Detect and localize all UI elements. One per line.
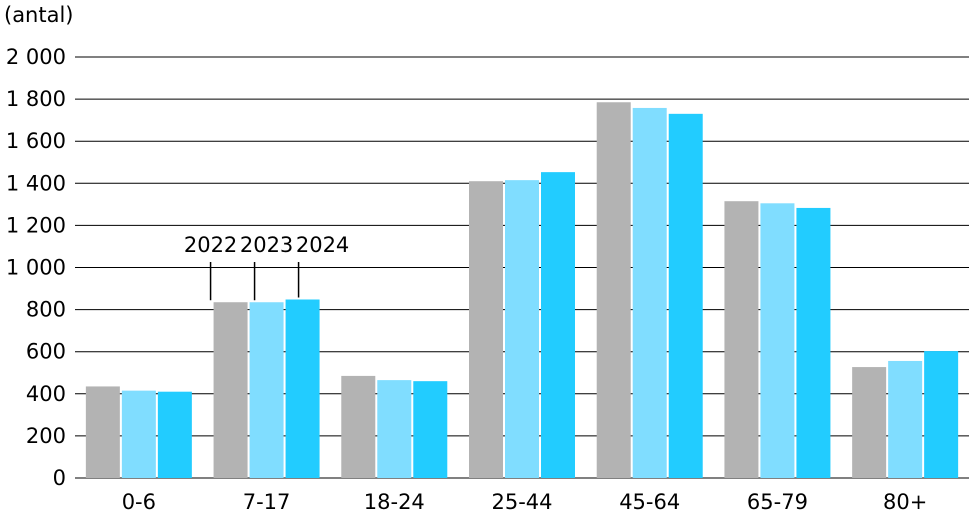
bar bbox=[632, 107, 667, 478]
legend-label: 2022 bbox=[184, 233, 237, 257]
y-tick-label: 200 bbox=[26, 424, 66, 448]
y-axis-label: (antal) bbox=[4, 3, 74, 27]
x-tick-label: 7-17 bbox=[243, 490, 291, 514]
y-tick-label: 400 bbox=[26, 382, 66, 406]
bar bbox=[505, 180, 539, 478]
y-tick-label: 0 bbox=[53, 466, 66, 490]
bar bbox=[596, 102, 631, 478]
bar bbox=[213, 302, 248, 478]
bar bbox=[852, 367, 887, 478]
legend-label: 2023 bbox=[240, 233, 293, 257]
x-tick-label: 65-79 bbox=[747, 490, 808, 514]
bar bbox=[121, 390, 156, 478]
bar bbox=[668, 113, 703, 479]
y-tick-label: 1 600 bbox=[6, 129, 66, 153]
y-tick-label: 600 bbox=[26, 340, 66, 364]
bar bbox=[724, 201, 759, 478]
bar bbox=[85, 386, 120, 478]
bar bbox=[888, 360, 923, 478]
bar bbox=[341, 375, 376, 478]
bar bbox=[413, 381, 448, 478]
bar bbox=[796, 207, 831, 478]
bar bbox=[285, 299, 320, 478]
bar bbox=[924, 351, 959, 478]
y-tick-label: 800 bbox=[26, 298, 66, 322]
bar bbox=[760, 203, 795, 479]
x-tick-label: 25-44 bbox=[491, 490, 552, 514]
bar bbox=[541, 172, 575, 478]
x-tick-label: 0-6 bbox=[122, 490, 156, 514]
y-tick-label: 2 000 bbox=[6, 45, 66, 69]
x-tick-label: 80+ bbox=[883, 490, 927, 514]
x-tick-label: 18-24 bbox=[364, 490, 425, 514]
legend-label: 2024 bbox=[296, 233, 349, 257]
bar bbox=[377, 380, 412, 478]
y-tick-label: 1 200 bbox=[6, 213, 66, 237]
x-tick-label: 45-64 bbox=[619, 490, 680, 514]
y-tick-label: 1 800 bbox=[6, 87, 66, 111]
y-tick-label: 1 400 bbox=[6, 171, 66, 195]
bar bbox=[469, 181, 503, 478]
bar bbox=[249, 302, 284, 478]
y-tick-label: 1 000 bbox=[6, 256, 66, 280]
bar bbox=[157, 391, 192, 478]
